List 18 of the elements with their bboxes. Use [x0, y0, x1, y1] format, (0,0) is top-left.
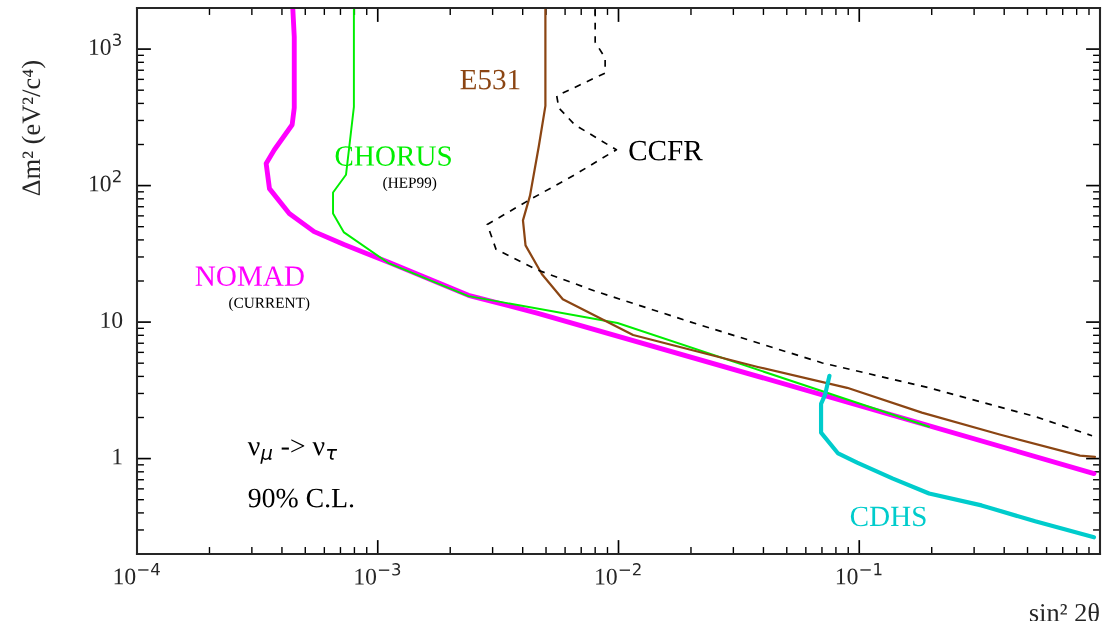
x-tick-label: 10$^{−1}$	[836, 563, 882, 585]
y-axis-title: Δm² (eV²/c⁴)	[21, 61, 46, 196]
y-tick-label: 10$^{3}$	[90, 33, 121, 55]
x-axis-title: sin² 2θ	[1029, 603, 1099, 621]
y-tick-label: 10$^{2}$	[90, 169, 121, 192]
annotation: (HEP99)	[383, 177, 437, 191]
series-label: CCFR	[629, 140, 703, 161]
y-tick-label: 1	[113, 448, 122, 465]
series-label: NOMAD	[195, 266, 304, 286]
x-tick-label: 10$^{−4}$	[114, 563, 160, 585]
x-tick-label: 10$^{−2}$	[596, 563, 641, 585]
series-label: CDHS	[850, 506, 926, 527]
x-tick-label: 10$^{−3}$	[355, 563, 401, 585]
series-label: E531	[460, 69, 520, 90]
y-tick-label: 10	[101, 312, 123, 328]
annotation: (CURRENT)	[229, 297, 310, 312]
annotation: 90% C.L.	[248, 488, 354, 508]
annotation: ν$_{μ}$ -> ν$_{τ}$	[247, 439, 338, 464]
